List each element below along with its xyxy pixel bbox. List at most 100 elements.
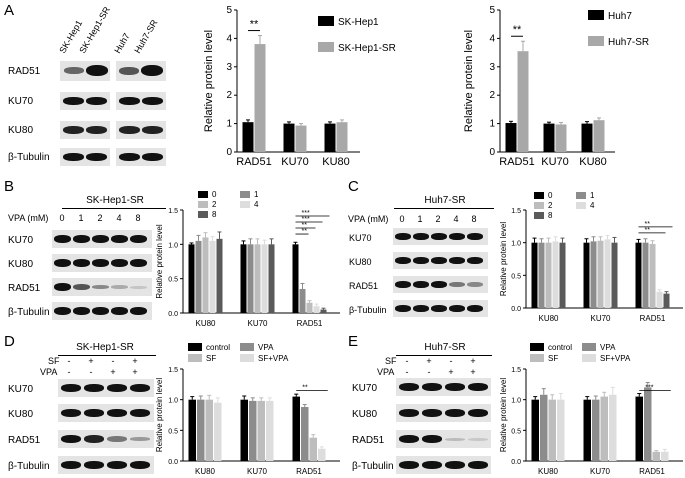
dose-label: 4: [453, 214, 459, 224]
x-tick-label: KU80: [195, 319, 216, 328]
bar: [656, 291, 663, 308]
row-label: KU70: [349, 233, 372, 243]
legend-swatch: [188, 354, 202, 362]
y-tick-label: 0.0: [168, 459, 178, 466]
bar: [214, 402, 222, 461]
blot-strip: [393, 276, 488, 293]
x-tick-label: KU80: [538, 467, 559, 476]
y-tick-label: 0.0: [168, 311, 178, 318]
legend-label: VPA: [600, 343, 616, 352]
bar: [242, 122, 254, 152]
bar: [635, 242, 642, 308]
blot-strip: [52, 230, 152, 248]
panel-letter-d: D: [4, 333, 15, 350]
y-tick-label: 0.0: [511, 459, 521, 466]
legend-label: 1: [590, 191, 595, 200]
bar: [505, 123, 517, 152]
y-axis-label: Relative protein level: [463, 30, 475, 132]
blot-title: SK-Hep1-SR: [86, 195, 144, 206]
blot-strip: [393, 228, 488, 245]
bar: [635, 396, 643, 461]
blot-strip: [60, 61, 110, 81]
blot-strip: [60, 148, 110, 166]
legend-swatch: [576, 202, 586, 209]
sig-label: **: [645, 221, 651, 228]
legend-swatch: [534, 212, 544, 219]
legend-swatch: [582, 343, 596, 351]
panel-letter-b: B: [4, 178, 15, 195]
vpa-label: VPA: [377, 367, 395, 377]
y-tick-label: 1.5: [511, 208, 521, 215]
y-tick-label: 0: [489, 147, 495, 158]
row-label: RAD51: [349, 281, 379, 291]
legend-swatch: [198, 191, 208, 198]
sign: +: [132, 356, 138, 366]
sig-label: **: [302, 384, 308, 391]
bar: [517, 51, 529, 152]
bar: [268, 244, 275, 313]
row-label: KU80: [8, 259, 34, 270]
legend-label: Huh7: [608, 11, 632, 22]
bar: [240, 399, 248, 461]
dose-label: 4: [116, 213, 122, 223]
y-tick-label: 1: [226, 119, 232, 130]
bar: [254, 244, 261, 313]
bar: [240, 244, 247, 313]
bar: [195, 240, 202, 313]
y-tick-label: 0.5: [168, 277, 178, 284]
legend-swatch: [534, 202, 544, 209]
blot-strip: [393, 252, 488, 269]
row-label: KU80: [8, 125, 34, 136]
blot-strip: [396, 404, 491, 422]
bar: [202, 237, 209, 313]
bar: [663, 293, 670, 308]
y-tick-label: 1.0: [168, 242, 178, 249]
bar: [545, 242, 552, 308]
sign: +: [448, 367, 454, 377]
bar: [531, 399, 539, 461]
bar: [266, 400, 274, 461]
y-axis-label: Relative protein level: [155, 378, 164, 452]
y-tick-label: 0: [226, 147, 232, 158]
bar: [306, 302, 313, 313]
bar: [555, 124, 567, 152]
bar: [301, 407, 309, 461]
x-tick-label: KU70: [247, 319, 268, 328]
sig-label: **: [513, 24, 522, 36]
x-tick-label: KU70: [590, 314, 611, 323]
bar: [604, 239, 611, 308]
blot-title: SK-Hep1-SR: [76, 342, 134, 353]
bar: [249, 400, 257, 461]
sign: -: [111, 356, 115, 366]
blot-title: Huh7-SR: [424, 342, 466, 353]
sign: -: [67, 356, 71, 366]
legend-label: 8: [212, 210, 217, 219]
sig-label: ***: [302, 216, 310, 223]
x-tick-label: KU70: [541, 156, 569, 168]
bar: [540, 394, 548, 461]
sig-label: **: [302, 228, 308, 235]
legend-label: control: [548, 343, 572, 352]
legend-label: 0: [548, 191, 553, 200]
y-tick-label: 3: [489, 62, 495, 73]
legend-swatch: [198, 201, 208, 208]
bar: [609, 394, 617, 461]
y-axis-label: Relative protein level: [155, 224, 164, 298]
bar: [538, 242, 545, 308]
bar: [581, 123, 593, 152]
dose-label: 8: [471, 214, 477, 224]
sign: +: [470, 367, 476, 377]
bar: [324, 123, 336, 152]
sign: +: [470, 356, 476, 366]
blot-strip: [396, 430, 491, 448]
vpa-label: VPA (mM): [348, 214, 389, 224]
sig-label: **: [302, 222, 308, 229]
sig-label: **: [645, 227, 651, 234]
y-tick-label: 1.0: [511, 241, 521, 248]
panel-letter-c: C: [348, 178, 359, 195]
sig-label: ***: [645, 384, 653, 391]
row-label: β-Tubulin: [352, 461, 394, 472]
legend-swatch: [240, 201, 250, 208]
bar: [548, 399, 556, 461]
